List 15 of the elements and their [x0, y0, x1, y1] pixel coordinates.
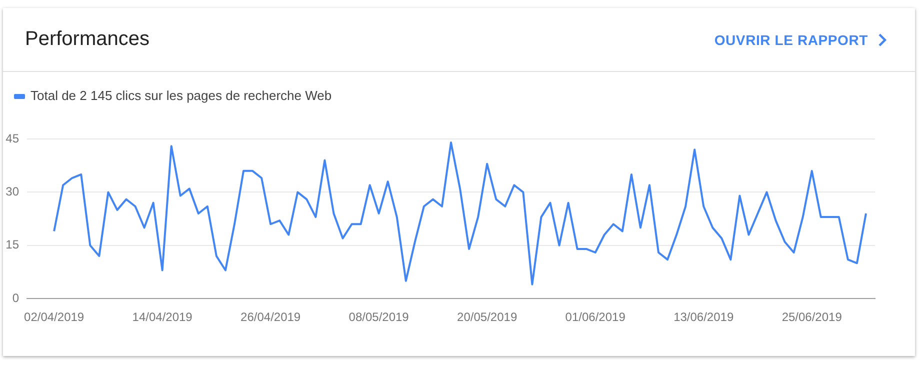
x-tick-label: 13/06/2019 — [674, 310, 734, 324]
x-tick-label: 01/06/2019 — [565, 310, 626, 324]
x-tick-label: 02/04/2019 — [24, 310, 84, 324]
chart-title: Performances — [25, 28, 150, 51]
x-tick-label: 20/05/2019 — [457, 310, 518, 324]
x-tick-label: 14/04/2019 — [132, 310, 193, 324]
legend-label: Total de 2 145 clics sur les pages de recherche Web — [30, 88, 332, 104]
x-tick-label: 26/04/2019 — [240, 310, 301, 324]
y-tick-label: 15 — [6, 238, 20, 252]
x-tick-label: 25/06/2019 — [782, 310, 842, 324]
x-tick-label: 08/05/2019 — [348, 310, 410, 324]
y-tick-label: 30 — [6, 184, 20, 199]
y-tick-label: 45 — [6, 131, 20, 146]
text: OUVRIR LE RAPPORT — [714, 32, 868, 48]
y-tick-label: 0 — [12, 290, 20, 305]
